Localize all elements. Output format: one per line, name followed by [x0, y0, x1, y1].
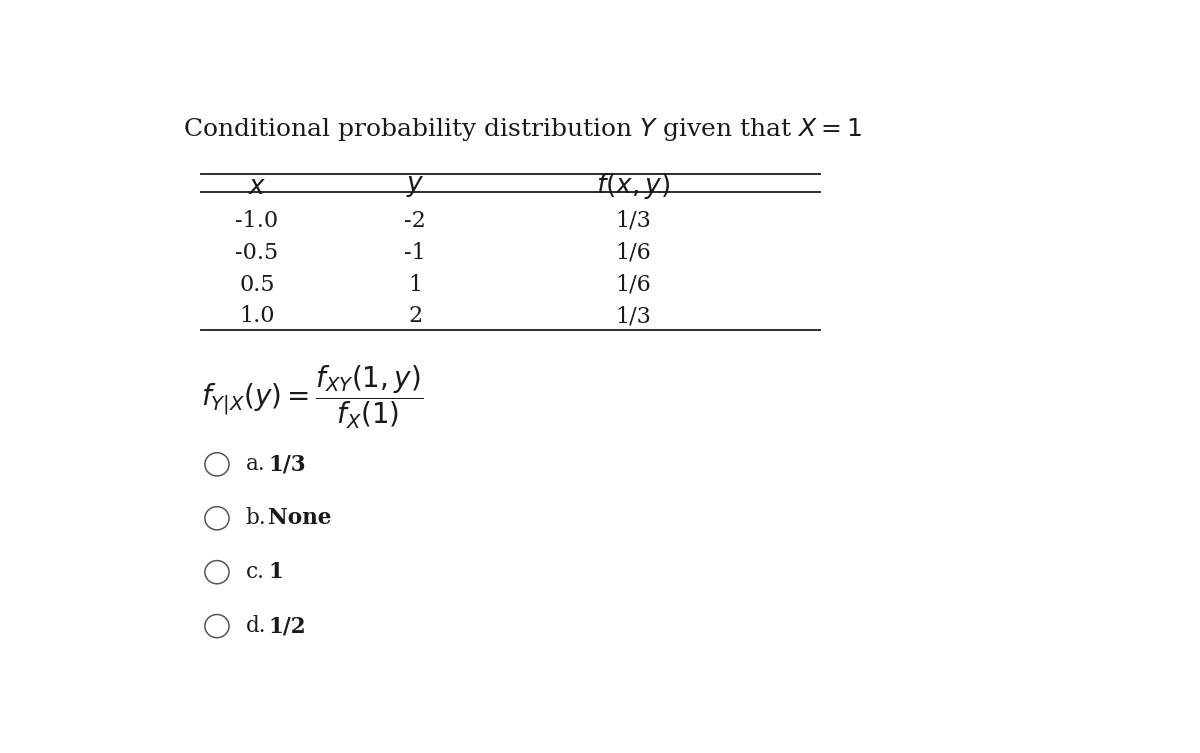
Text: c.: c.: [246, 561, 265, 583]
Text: Conditional probability distribution $Y$ given that $X = 1$: Conditional probability distribution $Y$…: [182, 117, 862, 144]
Text: 0.5: 0.5: [239, 273, 275, 296]
Text: a.: a.: [246, 453, 265, 475]
Text: 1: 1: [408, 273, 422, 296]
Text: -1.0: -1.0: [235, 210, 278, 232]
Text: 1/2: 1/2: [268, 615, 306, 637]
Text: d.: d.: [246, 615, 266, 637]
Text: $f(x, y)$: $f(x, y)$: [596, 171, 671, 201]
Text: -0.5: -0.5: [235, 242, 278, 264]
Text: $f_{Y|X}(y) = \dfrac{f_{XY}(1, y)}{f_X(1)}$: $f_{Y|X}(y) = \dfrac{f_{XY}(1, y)}{f_X(1…: [202, 364, 424, 431]
Text: -2: -2: [404, 210, 426, 232]
Text: 1/3: 1/3: [268, 453, 306, 475]
Text: 1/3: 1/3: [616, 210, 652, 232]
Text: $y$: $y$: [406, 173, 425, 199]
Text: 1/6: 1/6: [616, 242, 652, 264]
Text: 1/3: 1/3: [616, 306, 652, 328]
Text: 1.0: 1.0: [239, 306, 275, 328]
Text: 2: 2: [408, 306, 422, 328]
Text: None: None: [268, 508, 331, 529]
Text: b.: b.: [246, 508, 266, 529]
Text: $x$: $x$: [247, 173, 266, 199]
Text: 1: 1: [268, 561, 283, 583]
Text: -1: -1: [404, 242, 426, 264]
Text: 1/6: 1/6: [616, 273, 652, 296]
